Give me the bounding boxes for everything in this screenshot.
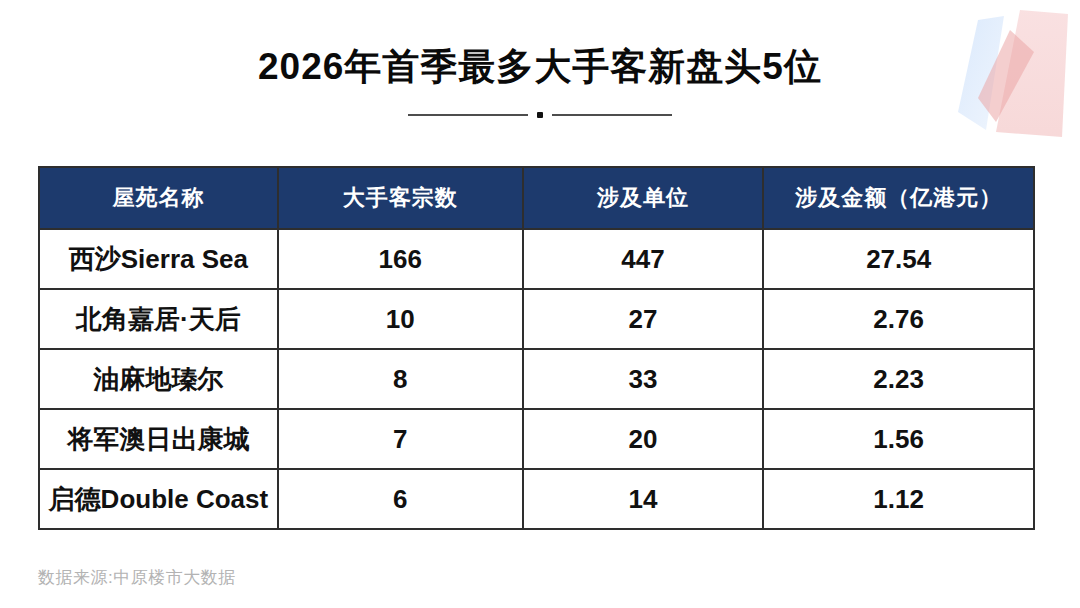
title-divider <box>408 112 672 118</box>
table-header: 屋苑名称 大手客宗数 涉及单位 涉及金额（亿港元） <box>39 167 1034 229</box>
table-body: 西沙Sierra Sea16644727.54北角嘉居·天后10272.76油麻… <box>39 229 1034 529</box>
deal-count-cell: 166 <box>278 229 523 289</box>
unit-count-cell: 447 <box>523 229 764 289</box>
column-header-amount: 涉及金额（亿港元） <box>763 167 1034 229</box>
table-row: 将军澳日出康城7201.56 <box>39 409 1034 469</box>
column-header-units: 涉及单位 <box>523 167 764 229</box>
estate-name-cell: 北角嘉居·天后 <box>39 289 278 349</box>
amount-cell: 2.76 <box>763 289 1034 349</box>
deal-count-cell: 10 <box>278 289 523 349</box>
poster: 2026年首季最多大手客新盘头5位 屋苑 <box>0 0 1080 608</box>
table-row: 油麻地瑧尔8332.23 <box>39 349 1034 409</box>
brand-logo-icon <box>950 10 1070 145</box>
estate-name-cell: 油麻地瑧尔 <box>39 349 278 409</box>
table-row: 启德Double Coast6141.12 <box>39 469 1034 529</box>
unit-count-cell: 33 <box>523 349 764 409</box>
amount-cell: 1.12 <box>763 469 1034 529</box>
deal-count-cell: 6 <box>278 469 523 529</box>
unit-count-cell: 27 <box>523 289 764 349</box>
estate-name-cell: 将军澳日出康城 <box>39 409 278 469</box>
amount-cell: 1.56 <box>763 409 1034 469</box>
ranking-table: 屋苑名称 大手客宗数 涉及单位 涉及金额（亿港元） 西沙Sierra Sea16… <box>38 166 1035 530</box>
unit-count-cell: 14 <box>523 469 764 529</box>
unit-count-cell: 20 <box>523 409 764 469</box>
deal-count-cell: 8 <box>278 349 523 409</box>
page-title: 2026年首季最多大手客新盘头5位 <box>0 42 1080 92</box>
table-row: 北角嘉居·天后10272.76 <box>39 289 1034 349</box>
table-row: 西沙Sierra Sea16644727.54 <box>39 229 1034 289</box>
data-source-note: 数据来源:中原楼市大数据 <box>38 566 236 589</box>
column-header-deals: 大手客宗数 <box>278 167 523 229</box>
amount-cell: 27.54 <box>763 229 1034 289</box>
estate-name-cell: 西沙Sierra Sea <box>39 229 278 289</box>
column-header-estate: 屋苑名称 <box>39 167 278 229</box>
amount-cell: 2.23 <box>763 349 1034 409</box>
estate-name-cell: 启德Double Coast <box>39 469 278 529</box>
divider-line-right <box>552 114 672 116</box>
header-row: 屋苑名称 大手客宗数 涉及单位 涉及金额（亿港元） <box>39 167 1034 229</box>
divider-dot <box>537 112 543 118</box>
divider-line-left <box>408 114 528 116</box>
deal-count-cell: 7 <box>278 409 523 469</box>
